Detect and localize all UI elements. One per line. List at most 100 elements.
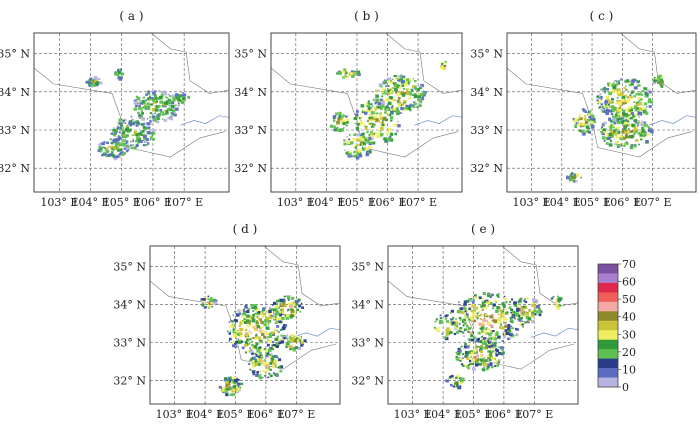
- latitude-label: 33° N: [351, 336, 384, 349]
- colorbar: 70 60 50 40 30 20 10 0: [597, 258, 636, 394]
- latitude-label: 35° N: [113, 261, 146, 274]
- province-boundary: [507, 67, 693, 158]
- panel-label: ( d ): [233, 222, 258, 236]
- colorbar-tick-label: 20: [622, 346, 636, 359]
- province-boundary: [263, 246, 340, 307]
- province-boundary: [385, 33, 462, 94]
- latitude-label: 32° N: [351, 374, 384, 387]
- river-line: [530, 327, 578, 338]
- panel-label: ( c ): [590, 9, 614, 23]
- latitude-label: 33° N: [234, 124, 267, 137]
- latitude-label: 35° N: [234, 48, 267, 61]
- longitude-label: 103° E: [394, 408, 432, 421]
- province-boundary: [150, 280, 337, 370]
- colorbar-tick-label: 0: [622, 381, 629, 394]
- river-line: [414, 115, 462, 126]
- longitude-label: 107° E: [634, 196, 672, 209]
- longitude-label: 104° E: [72, 196, 110, 209]
- radar-echo-field: [85, 68, 191, 161]
- longitude-label: 104° E: [307, 196, 345, 209]
- colorbar-tick-label: 30: [622, 328, 636, 341]
- longitude-label: 103° E: [513, 196, 551, 209]
- colorbar-swatch: [598, 330, 618, 340]
- river-line: [292, 327, 340, 338]
- colorbar-swatch: [598, 339, 618, 350]
- map-frame: [149, 245, 341, 405]
- longitude-label: 105° E: [573, 196, 611, 209]
- radar-echo-field: [329, 60, 447, 160]
- radar-echo-field: [565, 74, 665, 183]
- longitude-label: 103° E: [277, 196, 315, 209]
- colorbar-swatch: [598, 349, 618, 359]
- longitude-label: 106° E: [134, 196, 172, 209]
- province-boundary: [34, 67, 226, 158]
- latitude-label: 34° N: [113, 298, 146, 311]
- latitude-label: 33° N: [0, 124, 30, 137]
- radar-echo-field: [200, 295, 307, 397]
- longitude-label: 106° E: [368, 196, 406, 209]
- longitude-label: 107° E: [515, 408, 553, 421]
- longitude-label: 105° E: [103, 196, 141, 209]
- colorbar-tick-label: 10: [622, 363, 636, 376]
- map-frame: [387, 245, 579, 405]
- longitude-label: 105° E: [216, 408, 254, 421]
- latitude-label: 35° N: [0, 48, 30, 61]
- colorbar-swatch: [598, 292, 618, 303]
- colorbar-frame: [597, 263, 619, 388]
- colorbar-tick-label: 70: [622, 258, 636, 271]
- longitude-label: 106° E: [603, 196, 641, 209]
- latitude-label: 32° N: [113, 374, 146, 387]
- colorbar-tick-label: 40: [622, 311, 636, 324]
- latitude-label: 32° N: [470, 162, 503, 175]
- longitude-label: 104° E: [424, 408, 462, 421]
- province-boundary: [150, 33, 229, 94]
- map-frame: [270, 32, 463, 193]
- river-line: [648, 115, 696, 126]
- longitude-label: 104° E: [543, 196, 581, 209]
- longitude-label: 103° E: [40, 196, 78, 209]
- panel-label: ( e ): [471, 222, 495, 236]
- longitude-label: 106° E: [485, 408, 523, 421]
- colorbar-swatch: [598, 311, 618, 322]
- longitude-label: 105° E: [454, 408, 492, 421]
- river-line: [180, 115, 229, 126]
- province-boundary: [501, 246, 578, 307]
- latitude-label: 35° N: [470, 48, 503, 61]
- colorbar-tick-label: 60: [622, 276, 636, 289]
- panel-label: ( a ): [119, 9, 143, 23]
- latitude-label: 34° N: [234, 86, 267, 99]
- latitude-label: 32° N: [234, 162, 267, 175]
- colorbar-swatch: [598, 377, 618, 388]
- latitude-label: 34° N: [470, 86, 503, 99]
- latitude-label: 33° N: [470, 124, 503, 137]
- longitude-label: 107° E: [399, 196, 437, 209]
- colorbar-swatch: [598, 273, 618, 284]
- colorbar-swatch: [598, 368, 618, 378]
- longitude-label: 103° E: [156, 408, 194, 421]
- latitude-label: 35° N: [351, 261, 384, 274]
- map-frame: [33, 32, 230, 193]
- longitude-label: 107° E: [277, 408, 315, 421]
- colorbar-tick-label: 50: [622, 293, 636, 306]
- longitude-label: 106° E: [247, 408, 285, 421]
- longitude-label: 104° E: [186, 408, 224, 421]
- latitude-label: 33° N: [113, 336, 146, 349]
- longitude-label: 107° E: [165, 196, 203, 209]
- latitude-label: 34° N: [0, 86, 30, 99]
- colorbar-swatch: [598, 264, 618, 274]
- latitude-label: 34° N: [351, 298, 384, 311]
- colorbar-swatch: [598, 358, 618, 369]
- colorbar-swatch: [598, 282, 618, 293]
- colorbar-swatch: [598, 301, 618, 312]
- colorbar-swatch: [598, 320, 618, 331]
- latitude-label: 32° N: [0, 162, 30, 175]
- radar-echo-field: [433, 292, 563, 390]
- panel-label: ( b ): [354, 9, 379, 23]
- longitude-label: 105° E: [338, 196, 376, 209]
